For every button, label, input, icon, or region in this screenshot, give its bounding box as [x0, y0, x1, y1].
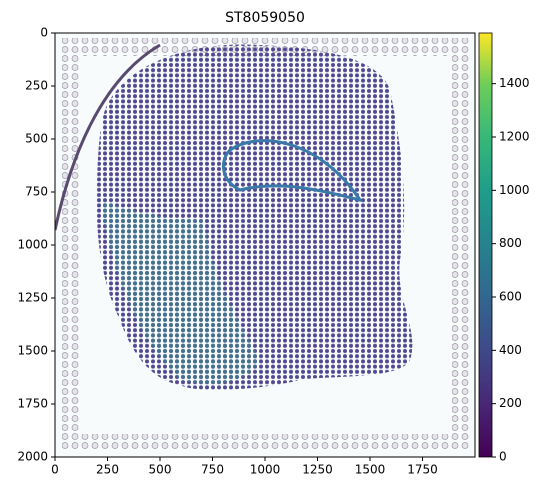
colorbar-tick-label: 1200 [499, 130, 530, 144]
tissue-image [55, 33, 475, 457]
x-tick-label: 1750 [407, 463, 438, 477]
y-tick-label: 1250 [17, 291, 48, 305]
colorbar-tick-label: 800 [499, 236, 522, 250]
y-tick-label: 1000 [17, 238, 48, 252]
y-tick-label: 0 [40, 26, 48, 40]
x-tick-label: 1250 [302, 463, 333, 477]
y-tick-label: 500 [25, 132, 48, 146]
colorbar-tick-label: 200 [499, 396, 522, 410]
colorbar-tick-label: 400 [499, 343, 522, 357]
x-tick-label: 1500 [355, 463, 386, 477]
x-tick-label: 250 [96, 463, 119, 477]
y-tick-label: 250 [25, 79, 48, 93]
colorbar-tick-label: 1400 [499, 76, 530, 90]
x-tick-label: 0 [51, 463, 59, 477]
y-tick-label: 1500 [17, 344, 48, 358]
y-tick-label: 1750 [17, 397, 48, 411]
chart-title: ST8059050 [225, 10, 305, 26]
x-tick-label: 500 [149, 463, 172, 477]
x-tick-label: 1000 [250, 463, 281, 477]
colorbar-tick-label: 600 [499, 290, 522, 304]
x-tick-label: 750 [201, 463, 224, 477]
colorbar-tick-label: 1000 [499, 183, 530, 197]
y-tick-label: 2000 [17, 450, 48, 464]
y-tick-label: 750 [25, 185, 48, 199]
colorbar [478, 32, 493, 458]
colorbar-tick-label: 0 [499, 450, 507, 464]
